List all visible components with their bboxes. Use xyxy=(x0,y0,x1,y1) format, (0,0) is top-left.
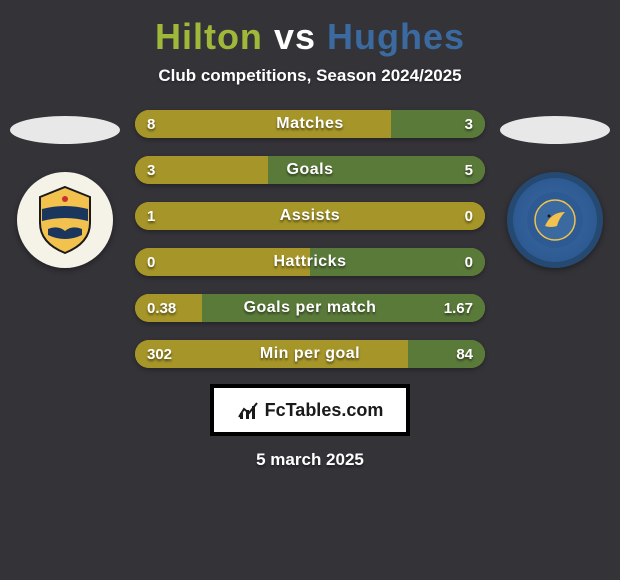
stat-label: Assists xyxy=(135,202,485,230)
stat-row: 35Goals xyxy=(135,156,485,184)
southport-crest-icon xyxy=(30,185,100,255)
brand-text: FcTables.com xyxy=(265,400,384,421)
stat-row: 10Assists xyxy=(135,202,485,230)
date-label: 5 march 2025 xyxy=(0,450,620,470)
kings-lynn-crest-icon xyxy=(525,190,585,250)
stat-label: Matches xyxy=(135,110,485,138)
page-title: Hilton vs Hughes xyxy=(0,16,620,58)
stat-label: Min per goal xyxy=(135,340,485,368)
subtitle: Club competitions, Season 2024/2025 xyxy=(0,66,620,86)
left-column xyxy=(5,110,125,268)
stat-label: Goals xyxy=(135,156,485,184)
club-badge-left xyxy=(17,172,113,268)
title-vs: vs xyxy=(274,16,316,57)
title-player-right: Hughes xyxy=(327,16,465,57)
player-photo-placeholder-left xyxy=(10,116,120,144)
comparison-content: 83Matches 35Goals 10Assists 00Hattricks 0.38… xyxy=(0,110,620,368)
stats-bars: 83Matches 35Goals 10Assists 00Hattricks 0.38… xyxy=(135,110,485,368)
stat-row: 0.381.67Goals per match xyxy=(135,294,485,322)
right-column xyxy=(495,110,615,268)
stat-row: 30284Min per goal xyxy=(135,340,485,368)
title-player-left: Hilton xyxy=(155,16,263,57)
player-photo-placeholder-right xyxy=(500,116,610,144)
stat-label: Goals per match xyxy=(135,294,485,322)
club-badge-right xyxy=(507,172,603,268)
chart-icon xyxy=(237,399,259,421)
brand-badge[interactable]: FcTables.com xyxy=(210,384,410,436)
stat-row: 00Hattricks xyxy=(135,248,485,276)
stat-label: Hattricks xyxy=(135,248,485,276)
stat-row: 83Matches xyxy=(135,110,485,138)
